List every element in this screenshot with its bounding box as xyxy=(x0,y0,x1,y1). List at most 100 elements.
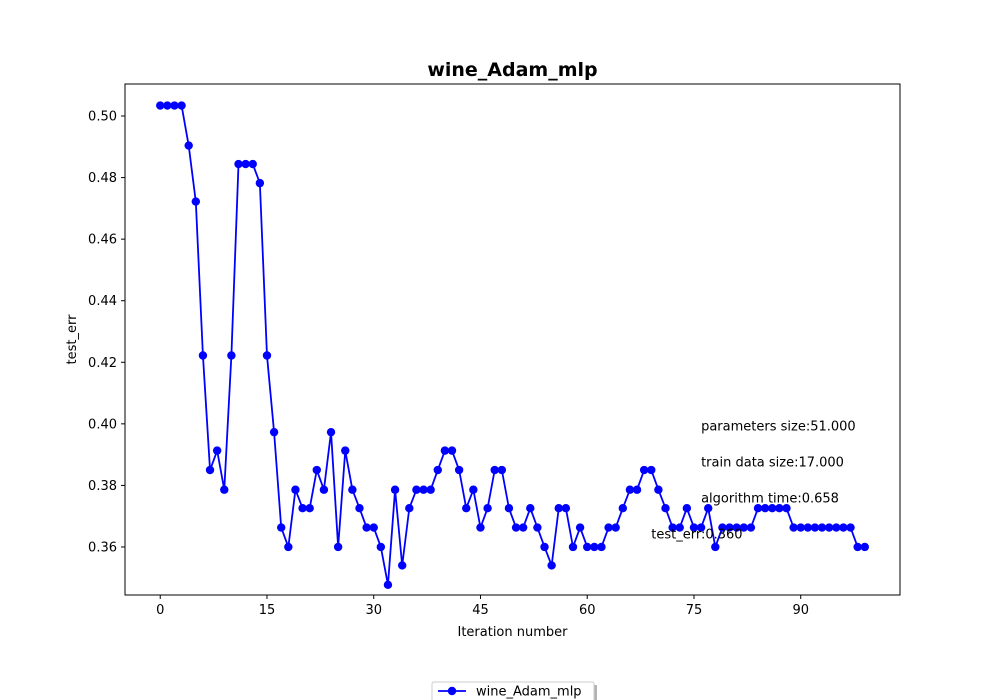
data-point xyxy=(632,485,642,494)
data-point xyxy=(597,542,606,552)
y-axis-title: test_err xyxy=(65,314,80,365)
data-point xyxy=(846,523,855,532)
data-point xyxy=(170,101,179,110)
data-point xyxy=(647,465,656,475)
data-point xyxy=(497,465,507,475)
data-point xyxy=(860,542,869,552)
annotation-testerr: test_err:0.360 xyxy=(651,527,742,542)
data-point xyxy=(341,446,350,455)
x-axis: 0 15 30 45 60 75 90 xyxy=(156,595,809,618)
data-point xyxy=(284,542,293,552)
data-point xyxy=(362,523,371,532)
data-point xyxy=(405,503,414,513)
annotation-algtime: algorithm time:0.658 xyxy=(701,491,839,506)
x-axis-title: Iteration number xyxy=(457,625,568,640)
data-point xyxy=(156,101,165,110)
y-tick-label: 0.50 xyxy=(88,110,117,125)
data-point xyxy=(490,465,499,475)
y-tick-label: 0.46 xyxy=(88,233,117,248)
plot-area: parameters size:51.000 train data size:17… xyxy=(124,83,901,596)
annotation-train: train data size:17.000 xyxy=(701,455,844,470)
y-tick-label: 0.40 xyxy=(88,417,117,432)
data-point xyxy=(775,503,784,513)
data-point xyxy=(554,503,563,513)
data-point xyxy=(668,523,677,532)
data-point xyxy=(832,523,841,532)
data-point xyxy=(205,465,215,475)
data-point xyxy=(397,561,407,570)
data-point xyxy=(590,542,599,552)
data-point xyxy=(611,523,620,532)
data-point xyxy=(369,523,378,532)
data-point xyxy=(547,561,556,570)
data-point xyxy=(789,523,798,532)
data-point xyxy=(583,542,592,552)
data-point xyxy=(333,542,343,552)
series-layer xyxy=(156,101,869,590)
legend: wine_Adam_mlp xyxy=(431,681,597,700)
data-point xyxy=(853,542,862,552)
data-point xyxy=(191,197,201,206)
data-point xyxy=(575,523,585,532)
data-point xyxy=(504,503,514,513)
legend-box xyxy=(431,681,595,700)
data-point xyxy=(419,485,428,494)
data-point xyxy=(277,523,286,532)
data-point xyxy=(604,523,613,532)
data-point xyxy=(732,523,741,532)
data-point xyxy=(518,523,528,532)
data-point xyxy=(227,351,236,360)
data-point xyxy=(198,351,208,360)
x-tick-label: 60 xyxy=(579,603,596,618)
data-point xyxy=(426,485,435,494)
data-point xyxy=(433,465,442,475)
data-point xyxy=(212,446,222,455)
chart-title: wine_Adam_mlp xyxy=(427,59,597,81)
data-point xyxy=(262,351,272,360)
data-point xyxy=(711,542,720,552)
data-point xyxy=(447,446,457,455)
data-point xyxy=(390,485,400,494)
data-point xyxy=(454,465,464,475)
data-point xyxy=(177,101,186,110)
data-point xyxy=(319,485,329,494)
data-point xyxy=(796,523,805,532)
data-point xyxy=(526,503,535,513)
data-point xyxy=(540,542,549,552)
data-point xyxy=(305,503,314,513)
data-point xyxy=(654,485,663,494)
data-point xyxy=(675,523,684,532)
data-point xyxy=(383,580,393,590)
data-point xyxy=(462,503,471,513)
data-point xyxy=(803,523,813,532)
data-point xyxy=(568,542,578,552)
data-point xyxy=(689,523,699,532)
data-point xyxy=(312,465,321,475)
y-tick-label: 0.42 xyxy=(88,356,117,371)
annotation-params: parameters size:51.000 xyxy=(701,420,856,435)
data-point xyxy=(241,159,250,169)
data-point xyxy=(511,523,521,532)
data-point xyxy=(725,523,734,532)
data-point xyxy=(248,159,257,169)
data-point xyxy=(704,503,713,513)
x-tick-label: 0 xyxy=(156,603,164,618)
data-point xyxy=(718,523,727,532)
x-tick-label: 90 xyxy=(792,603,809,618)
legend-marker-sample xyxy=(447,686,457,696)
annotation-layer: parameters size:51.000 train data size:17… xyxy=(651,420,855,543)
y-tick-label: 0.44 xyxy=(88,294,117,309)
data-point xyxy=(760,503,770,513)
x-tick-label: 30 xyxy=(365,603,382,618)
data-point xyxy=(483,503,492,513)
data-point xyxy=(839,523,848,532)
y-tick-label: 0.36 xyxy=(88,540,117,555)
data-point xyxy=(234,159,243,169)
data-point xyxy=(440,446,450,455)
data-point xyxy=(269,427,279,437)
data-point xyxy=(753,503,763,513)
y-axis: 0.36 0.38 0.40 0.42 0.44 0.46 0.48 0.50 xyxy=(88,110,125,555)
data-point xyxy=(348,485,357,494)
data-point xyxy=(255,178,265,188)
